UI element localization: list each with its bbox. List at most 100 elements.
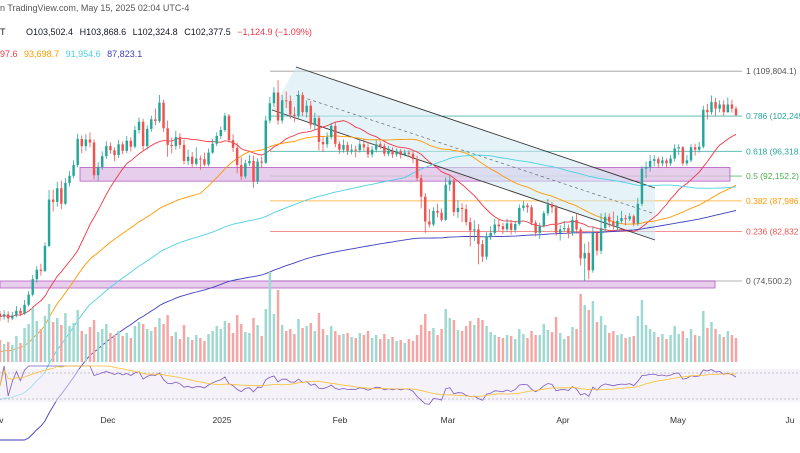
candle-body	[534, 222, 537, 233]
candle-body	[121, 144, 124, 151]
candle	[468, 217, 472, 247]
volume-bar	[105, 324, 108, 362]
candle	[677, 144, 680, 155]
candle-body	[276, 92, 280, 121]
candle-body	[477, 229, 480, 245]
candle	[11, 311, 14, 321]
volume-bar	[411, 341, 415, 362]
volume-bar	[223, 321, 227, 362]
candle	[309, 100, 312, 129]
volume-bar	[710, 322, 713, 362]
candle-body	[518, 207, 521, 224]
volume-bar	[460, 331, 464, 362]
volume-bar	[489, 332, 492, 362]
volume-bar	[113, 335, 116, 362]
volume-bar	[321, 329, 325, 362]
candle-body	[436, 210, 439, 213]
volume-bar	[174, 332, 178, 362]
volume-bar	[673, 326, 676, 362]
volume-bar	[538, 335, 541, 362]
candle-body	[407, 152, 411, 154]
candle-body	[329, 125, 333, 138]
candle-body	[289, 100, 292, 115]
candle	[583, 243, 586, 281]
candle	[31, 275, 34, 297]
volume-bar	[31, 308, 34, 362]
candle-body	[526, 205, 529, 208]
published-line: n TradingView.com, May 15, 2025 02:04 UT…	[0, 3, 193, 13]
rsi-line	[0, 365, 737, 405]
volume-bar	[252, 318, 255, 362]
candle	[636, 197, 640, 226]
candle	[141, 118, 145, 151]
candle	[702, 105, 705, 149]
candle-body	[195, 158, 198, 164]
volume-bar	[256, 325, 259, 362]
candle-body	[558, 229, 562, 233]
volume-bar	[428, 331, 431, 362]
volume-bar	[137, 322, 141, 362]
candle-body	[415, 159, 419, 179]
candle-body	[620, 217, 623, 221]
candle	[644, 161, 648, 179]
volume-bar	[68, 326, 71, 362]
candle	[6, 311, 10, 323]
candle	[27, 291, 30, 307]
candle	[366, 141, 370, 158]
candle-body	[440, 212, 443, 220]
candle	[599, 213, 603, 255]
candle	[652, 154, 656, 167]
candle	[710, 95, 713, 115]
candle	[612, 211, 615, 230]
candle-body	[603, 216, 607, 229]
candle	[460, 203, 464, 223]
candle-body	[231, 140, 235, 148]
candle-body	[722, 104, 725, 113]
candle-body	[39, 269, 43, 271]
candle-body	[11, 315, 14, 319]
candle	[567, 224, 570, 239]
candle	[464, 204, 468, 226]
volume-bar	[464, 326, 468, 362]
channel-fill	[272, 67, 655, 240]
volume-bar	[652, 332, 656, 362]
volume-bar	[35, 321, 39, 362]
candle	[513, 220, 517, 233]
close-value: C102,377.5	[184, 27, 231, 37]
volume-bar	[579, 294, 582, 362]
volume-bar	[563, 339, 566, 362]
candle	[706, 103, 709, 120]
candle	[608, 213, 611, 228]
volume-bar	[325, 335, 329, 362]
candle-body	[199, 158, 202, 160]
candle	[526, 203, 529, 213]
candle-body	[399, 151, 402, 155]
volume-bar	[575, 329, 578, 362]
candle	[76, 133, 79, 168]
candle	[174, 130, 178, 150]
candle-body	[27, 294, 30, 305]
volume-bar	[211, 331, 214, 362]
candle	[43, 242, 47, 273]
candle-body	[133, 130, 137, 147]
candle-body	[92, 142, 96, 176]
candle-body	[227, 115, 231, 141]
volume-bar	[284, 331, 288, 362]
candle	[538, 222, 541, 239]
candle	[68, 171, 71, 187]
volume-bar	[51, 322, 55, 362]
volume-bar	[603, 325, 607, 362]
volume-bar	[358, 333, 362, 362]
candle	[424, 193, 427, 233]
candle	[186, 149, 190, 166]
volume-bar	[370, 338, 374, 362]
volume-bar	[620, 334, 623, 362]
volume-bar	[293, 334, 296, 362]
candle	[252, 155, 255, 188]
volume-bar	[456, 330, 460, 362]
candle-body	[235, 147, 239, 166]
candle-body	[374, 144, 378, 150]
rsi-ma-line	[0, 365, 737, 397]
candle	[579, 227, 582, 266]
